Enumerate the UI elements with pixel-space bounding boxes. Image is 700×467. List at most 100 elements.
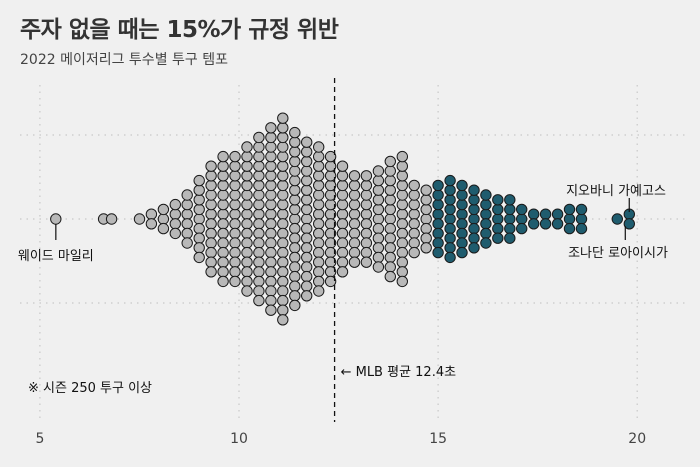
pitcher-dot — [229, 218, 241, 230]
pitcher-dot — [336, 189, 349, 201]
pitcher-dot — [301, 251, 313, 264]
pitcher-dot — [336, 266, 349, 278]
pitcher-dot — [336, 227, 349, 240]
pitcher-dot — [193, 203, 205, 216]
pitcher-dot — [289, 126, 301, 139]
pitcher-dot — [360, 218, 373, 230]
pitcher-dot — [313, 208, 325, 220]
pitcher-dot — [396, 170, 408, 182]
pitcher-dot — [384, 251, 396, 264]
pitcher-dot — [384, 155, 396, 168]
pitcher-dot — [181, 189, 193, 201]
pitcher-dot — [432, 218, 444, 230]
pitcher-dot — [241, 227, 253, 240]
pitcher-dot — [360, 246, 373, 259]
pitcher-dot — [492, 213, 504, 225]
pitcher-dot — [265, 227, 277, 240]
pitcher-dot — [289, 174, 301, 187]
pitcher-dot — [289, 232, 301, 244]
pitcher-dot — [408, 246, 420, 259]
pitcher-dot — [50, 213, 62, 225]
pitcher-dot — [420, 242, 432, 254]
pitcher-dot — [241, 275, 253, 288]
pitcher-dot — [217, 256, 229, 268]
pitcher-dot — [217, 218, 229, 230]
pitcher-dot — [253, 160, 265, 172]
pitcher-dot — [444, 242, 456, 254]
pitcher-dot — [348, 227, 361, 240]
pitcher-dot — [289, 222, 301, 235]
pitcher-dot — [384, 213, 396, 225]
pitcher-dot — [265, 237, 277, 249]
pitcher-dot — [193, 174, 205, 187]
pitcher-dot — [372, 213, 385, 225]
pitcher-dot — [360, 208, 373, 220]
pitcher-dot — [420, 203, 432, 216]
pitcher-dot — [504, 222, 516, 235]
pitcher-dot — [229, 266, 241, 278]
pitcher-dot — [372, 261, 385, 273]
pitcher-dot — [336, 208, 349, 220]
pitcher-dot — [408, 208, 420, 220]
pitcher-dot — [241, 285, 253, 297]
pitcher-dot — [157, 213, 170, 225]
pitcher-dot — [313, 218, 325, 230]
pitcher-dot — [360, 170, 373, 182]
pitcher-dot — [301, 242, 313, 254]
pitcher-dot — [324, 150, 337, 163]
pitcher-dot — [551, 218, 564, 230]
pitcher-dot — [265, 275, 277, 288]
pitcher-dot — [384, 194, 396, 206]
pitcher-dot — [468, 194, 480, 206]
pitcher-dot — [241, 160, 253, 172]
pitcher-dot — [575, 222, 588, 235]
pitcher-dot — [193, 184, 205, 196]
pitcher-dot — [575, 203, 588, 216]
pitcher-dot — [241, 150, 253, 163]
pitcher-dot — [504, 203, 516, 216]
pitcher-dot — [277, 275, 289, 288]
pitcher-dot — [193, 222, 205, 235]
pitcher-dot — [277, 160, 289, 172]
pitcher-dot — [253, 246, 265, 259]
pitcher-dot — [277, 266, 289, 278]
pitcher-dot — [313, 227, 325, 240]
pitcher-dot — [193, 232, 205, 244]
pitcher-dot — [348, 198, 361, 211]
pitcher-dot — [265, 131, 277, 144]
pitcher-dot — [205, 218, 217, 230]
pitcher-dot — [265, 141, 277, 153]
pitcher-dot — [253, 189, 265, 201]
pitcher-dot — [265, 266, 277, 278]
dots-layer — [50, 112, 635, 326]
chart-subtitle: 2022 메이저리그 투수별 투구 템포 — [20, 52, 228, 68]
pitcher-dot — [289, 146, 301, 158]
pitcher-dot — [528, 208, 540, 220]
pitcher-dot — [277, 218, 289, 230]
pitcher-dot — [205, 227, 217, 240]
pitcher-dot — [313, 150, 325, 163]
pitcher-dot — [301, 146, 313, 158]
pitcher-dot — [265, 189, 277, 201]
pitcher-dot — [253, 150, 265, 163]
pitcher-dot — [277, 285, 289, 297]
pitcher-dot — [301, 203, 313, 216]
pitcher-dot — [193, 194, 205, 206]
pitcher-dot — [301, 261, 313, 273]
pitcher-dot — [360, 189, 373, 201]
pitcher-dot — [265, 246, 277, 259]
pitcher-dot — [432, 237, 444, 249]
pitcher-dot — [265, 179, 277, 192]
pitcher-dot — [217, 227, 229, 240]
pitcher-dot — [241, 237, 253, 249]
pitcher-dot — [336, 256, 349, 268]
pitcher-dot — [420, 213, 432, 225]
pitcher-dot — [372, 242, 385, 254]
pitcher-dot — [169, 198, 182, 211]
pitcher-dot — [516, 213, 528, 225]
pitcher-dot — [444, 194, 456, 206]
pitcher-dot — [313, 170, 325, 182]
pitcher-dot — [432, 179, 444, 192]
pitcher-dot — [181, 227, 193, 240]
pitcher-dot — [217, 179, 229, 192]
